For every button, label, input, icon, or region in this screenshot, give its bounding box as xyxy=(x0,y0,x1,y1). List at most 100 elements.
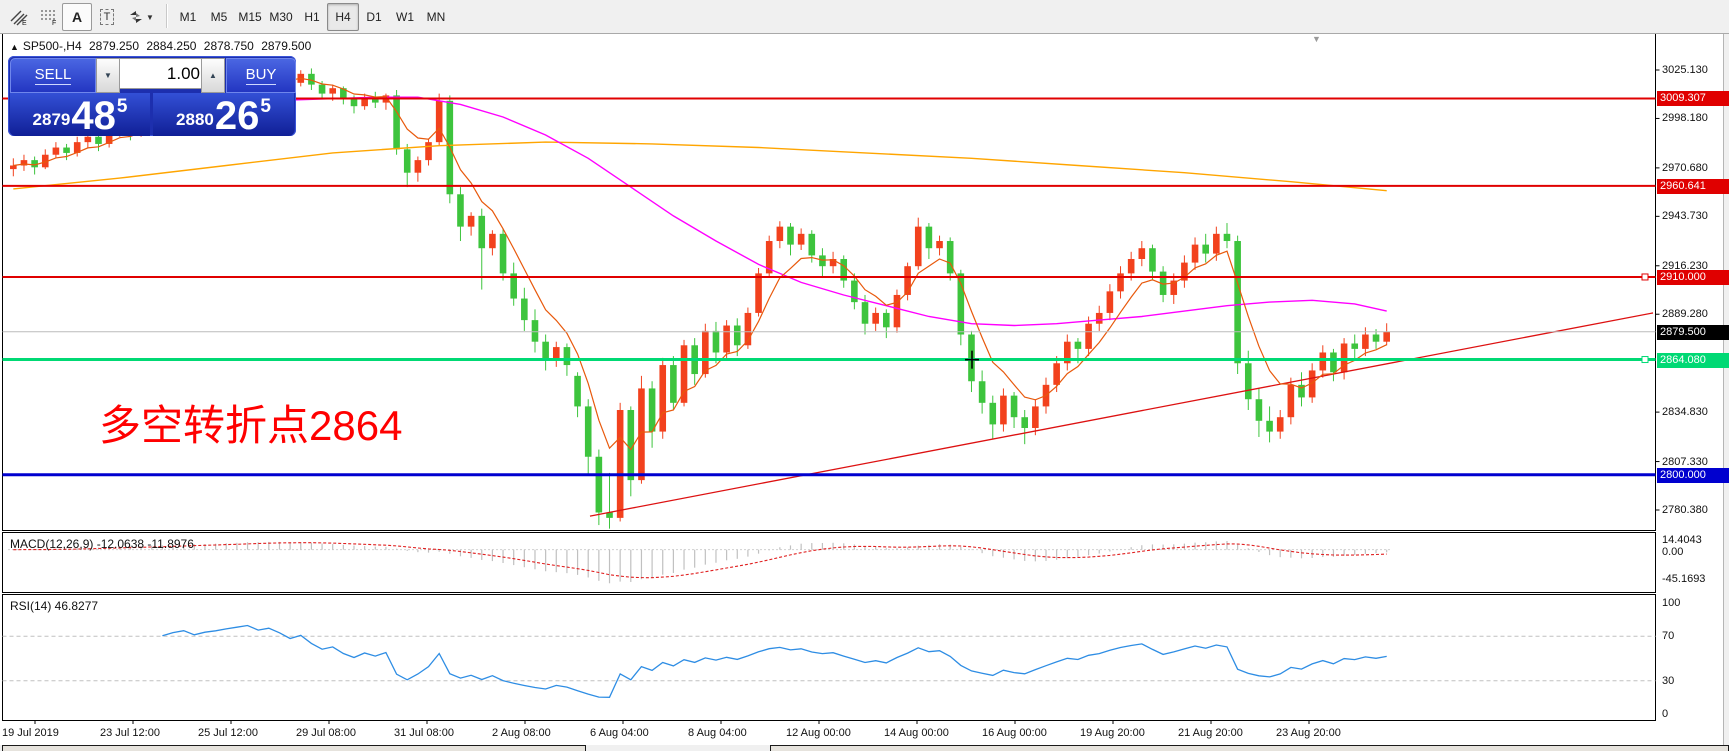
timeframe-button-m15[interactable]: M15 xyxy=(238,10,262,24)
candle-body xyxy=(957,273,965,335)
candle-body xyxy=(723,325,730,353)
candle-body xyxy=(584,406,592,457)
macd-axis-label: 14.4043 xyxy=(1662,534,1702,546)
macd-axis-label: -45.1693 xyxy=(1662,573,1706,585)
time-axis-label: 29 Jul 08:00 xyxy=(296,727,356,739)
candle-body xyxy=(361,97,368,107)
candle-body xyxy=(616,410,624,518)
chart-text-annotation: 多空转折点2864 xyxy=(99,402,403,449)
candle-body xyxy=(63,147,70,153)
candle-body xyxy=(340,88,347,99)
time-axis-label: 16 Aug 00:00 xyxy=(982,727,1047,739)
candle-body xyxy=(1159,271,1167,295)
chart-shift-marker-icon[interactable]: ▼ xyxy=(1312,34,1321,44)
text-label-tool-button[interactable]: T xyxy=(92,3,122,31)
candle-body xyxy=(1202,244,1209,254)
candle-body xyxy=(1330,352,1337,373)
timeframe-button-m30[interactable]: M30 xyxy=(269,10,293,24)
candle-body xyxy=(1298,384,1305,398)
text-label-icon: T xyxy=(99,9,115,25)
arrow-objects-button[interactable]: ▼ xyxy=(122,3,160,31)
buy-price-panel[interactable]: 2880 26 5 xyxy=(153,93,294,136)
ma-slow-line[interactable] xyxy=(13,141,1387,192)
timeframe-button-m5[interactable]: M5 xyxy=(210,10,228,24)
candle-body xyxy=(52,147,60,155)
price-axis-label: 2970.680 xyxy=(1662,161,1708,174)
candle-body xyxy=(883,312,890,328)
sell-price-small: 2879 xyxy=(32,110,71,129)
price-level-badge: 2960.641 xyxy=(1657,178,1729,194)
price-level-badge: 2864.080 xyxy=(1657,352,1729,368)
fibonacci-grid-icon[interactable]: F xyxy=(34,3,64,31)
equidistant-channel-icon[interactable]: E xyxy=(4,3,34,31)
ma-mid-line[interactable] xyxy=(13,96,1387,327)
candle-body xyxy=(510,273,517,299)
svg-text:F: F xyxy=(52,20,56,26)
candle-body xyxy=(712,330,720,353)
line-handle[interactable] xyxy=(1641,273,1649,281)
candle-body xyxy=(371,97,379,103)
candle-body xyxy=(1032,406,1039,428)
candle-body xyxy=(1106,291,1114,313)
chevron-down-icon: ▼ xyxy=(104,71,112,80)
rsi-panel[interactable] xyxy=(2,594,1656,721)
trendline[interactable] xyxy=(589,312,1654,517)
sell-price-panel[interactable]: 2879 48 5 xyxy=(10,93,150,136)
candle-body xyxy=(819,255,826,267)
candle-body xyxy=(1351,343,1359,349)
candle-body xyxy=(1287,384,1295,418)
candle-body xyxy=(638,388,645,481)
candle-body xyxy=(393,95,400,150)
candle-body xyxy=(403,149,411,173)
rsi-axis-label: 30 xyxy=(1662,674,1675,687)
timeframe-button-d1[interactable]: D1 xyxy=(366,10,382,24)
candle-body xyxy=(95,136,102,144)
toolbar: E F A T ▼ M1 M5 M15 M30 H1 H4 D1 W1 xyxy=(0,0,1729,34)
candle-body xyxy=(1127,258,1135,274)
svg-text:E: E xyxy=(22,20,27,26)
candle-body xyxy=(499,233,507,274)
timeframe-button-m1[interactable]: M1 xyxy=(179,10,197,24)
volume-decrease-button[interactable]: ▼ xyxy=(96,58,120,93)
candle-body xyxy=(542,341,549,360)
candle-body xyxy=(73,142,81,153)
candle-body xyxy=(1117,273,1124,292)
price-axis-label: 2998.180 xyxy=(1662,112,1708,125)
sell-price-sup: 5 xyxy=(116,96,128,117)
chart-tab[interactable] xyxy=(2,745,586,751)
timeframe-button-h4[interactable]: H4 xyxy=(327,3,359,31)
symbol-period: SP500-,H4 xyxy=(22,39,82,53)
ohlc-close: 2879.500 xyxy=(261,39,312,53)
toolbar-separator xyxy=(166,4,168,28)
collapse-arrow-icon[interactable]: ▲ xyxy=(10,42,19,52)
timeframe-button-w1[interactable]: W1 xyxy=(396,10,414,24)
candle-body xyxy=(1362,334,1369,349)
candle-body xyxy=(563,347,571,366)
volume-increase-button[interactable]: ▲ xyxy=(201,58,225,93)
candle-body xyxy=(978,381,986,403)
candle-body xyxy=(787,226,794,245)
sell-button[interactable]: SELL xyxy=(10,58,96,93)
candle-body xyxy=(829,258,837,267)
candle-body xyxy=(1138,248,1146,259)
line-handle[interactable] xyxy=(1641,356,1649,364)
time-axis-label: 12 Aug 00:00 xyxy=(786,727,851,739)
chart-tab[interactable] xyxy=(770,745,1729,751)
buy-price-small: 2880 xyxy=(176,110,214,129)
candle-body xyxy=(1085,323,1092,349)
timeframe-button-h1[interactable]: H1 xyxy=(304,10,320,24)
candle-body xyxy=(606,512,613,518)
macd-panel[interactable] xyxy=(2,532,1656,593)
one-click-trading-widget: SELL ▼ ▲ BUY 2879 48 5 2880 26 5 xyxy=(8,56,296,136)
text-tool-button[interactable]: A xyxy=(62,3,92,31)
candle-body xyxy=(1340,343,1348,373)
buy-button[interactable]: BUY xyxy=(226,58,296,93)
candle-body xyxy=(925,226,933,249)
volume-input[interactable] xyxy=(119,58,205,89)
timeframe-button-mn[interactable]: MN xyxy=(426,10,446,24)
price-level-badge: 2910.000 xyxy=(1657,269,1729,285)
chevron-down-icon: ▼ xyxy=(146,12,154,22)
candle-body xyxy=(105,131,113,144)
candle-body xyxy=(84,136,92,143)
candle-body xyxy=(1149,248,1156,272)
